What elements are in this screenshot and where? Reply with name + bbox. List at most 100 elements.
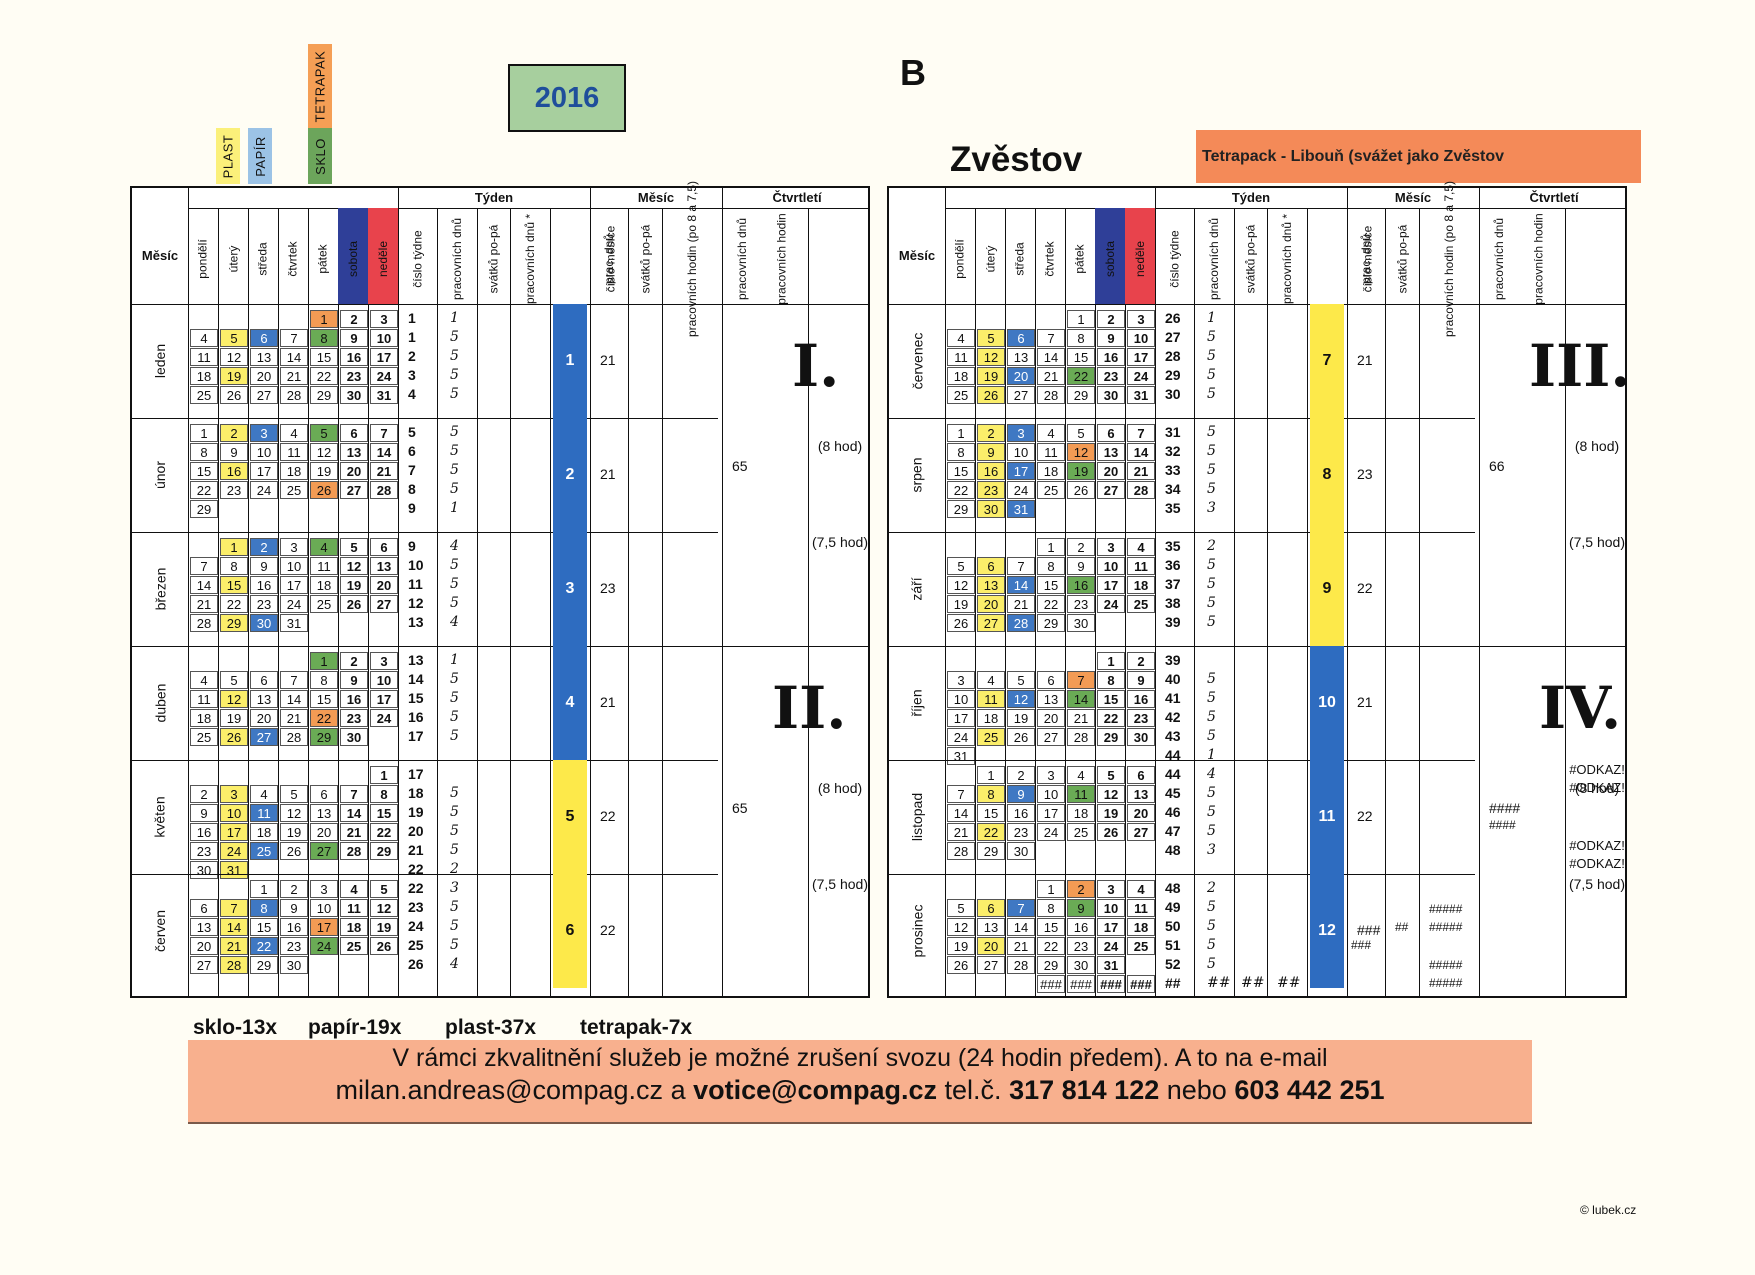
week-number: 18: [408, 785, 424, 801]
day-cell: 16: [977, 462, 1005, 480]
day-cell: 14: [1067, 690, 1095, 708]
month-workdays: 21: [1357, 352, 1373, 368]
day-cell: 6: [310, 785, 338, 803]
day-cell: 17: [947, 709, 975, 727]
header-week-label: číslo týdne: [410, 230, 425, 288]
day-cell: 19: [370, 918, 398, 936]
day-cell: 14: [190, 576, 218, 594]
day-cell: 16: [1097, 348, 1125, 366]
day-cell: 7: [947, 785, 975, 803]
day-cell: 13: [250, 348, 278, 366]
day-cell: 28: [280, 386, 308, 404]
week-workdays: 5: [1207, 348, 1216, 364]
header-day-label: úterý: [226, 245, 240, 273]
day-cell: 10: [947, 690, 975, 708]
month-name: duben: [132, 646, 188, 760]
week-workdays: 5: [450, 424, 459, 440]
day-cell: 20: [340, 462, 368, 480]
month-name-label: červenec: [909, 332, 925, 390]
day-cell: 19: [220, 709, 248, 727]
day-cell: 26: [220, 728, 248, 746]
day-cell: 9: [1007, 785, 1035, 803]
day-cell: 2: [340, 652, 368, 670]
week-workdays: 4: [450, 538, 459, 554]
day-cell: 14: [220, 918, 248, 936]
month-number: 5: [553, 760, 587, 874]
day-cell: 20: [1097, 462, 1125, 480]
grid-vline: [338, 208, 339, 996]
header-day-label: středa: [1013, 242, 1028, 276]
count-plast: plast-37x: [445, 1016, 537, 1039]
day-cell: 13: [977, 918, 1005, 936]
day-cell: 16: [1007, 804, 1035, 822]
month-name-label: březen: [152, 567, 168, 611]
day-cell: 19: [947, 595, 975, 613]
quarter-odkaz-1: #ODKAZ!: [1569, 762, 1625, 777]
day-cell: 14: [280, 348, 308, 366]
week-number: 17: [408, 766, 424, 782]
week-workdays: 5: [450, 595, 459, 611]
dec-hours-2: #####: [1429, 920, 1463, 934]
week-number: 15: [408, 690, 424, 706]
week-workdays: 5: [1207, 462, 1216, 478]
grid-vline: [590, 188, 591, 996]
week-number: 33: [1165, 462, 1181, 478]
week-workdays: 5: [450, 785, 459, 801]
day-cell: 4: [250, 785, 278, 803]
day-cell: 30: [1127, 728, 1155, 746]
day-cell: 5: [1067, 424, 1095, 442]
day-cell: 30: [1067, 956, 1095, 974]
day-cell: 8: [1037, 899, 1065, 917]
day-cell: 10: [1037, 785, 1065, 803]
header-tyden: Týden: [1231, 190, 1271, 205]
day-cell: 14: [1127, 443, 1155, 461]
day-cell: 21: [1067, 709, 1095, 727]
day-cell: 8: [250, 899, 278, 917]
day-cell: 18: [310, 576, 338, 594]
day-cell: 22: [310, 367, 338, 385]
header-month-label: prac. dnů: [602, 233, 617, 285]
week-number: 45: [1165, 785, 1181, 801]
day-cell: 15: [310, 690, 338, 708]
email-link-2[interactable]: votice@compag.cz: [693, 1075, 938, 1105]
month-separator: [889, 646, 1625, 647]
week-number: 1: [408, 310, 416, 326]
header-week-col-1: pracovních dnů: [1194, 208, 1234, 304]
day-cell: 1: [1097, 652, 1125, 670]
email-link-1[interactable]: milan.andreas@compag.cz: [335, 1075, 664, 1105]
day-cell: 20: [1007, 367, 1035, 385]
day-cell: 18: [250, 823, 278, 841]
day-cell: 18: [190, 709, 218, 727]
day-cell: 24: [1127, 367, 1155, 385]
day-cell: 9: [280, 899, 308, 917]
day-cell: 15: [947, 462, 975, 480]
dec-hours-1: #####: [1429, 902, 1463, 916]
day-cell: 17: [310, 918, 338, 936]
day-cell: 29: [370, 842, 398, 860]
day-cell: 23: [220, 481, 248, 499]
week-workdays: 2: [1207, 538, 1216, 554]
day-cell: 4: [1127, 880, 1155, 898]
grid-vline: [945, 188, 946, 996]
day-cell: 23: [1067, 595, 1095, 613]
month-name-label: duben: [152, 683, 168, 723]
week-workdays: 5: [450, 348, 459, 364]
day-cell: 3: [280, 538, 308, 556]
week-number: 26: [1165, 310, 1181, 326]
month-workdays: 22: [600, 808, 616, 824]
day-cell: 4: [190, 671, 218, 689]
week-workdays: 5: [450, 367, 459, 383]
week-workdays: 5: [1207, 595, 1216, 611]
day-cell: 28: [1007, 614, 1035, 632]
week-number: 52: [1165, 956, 1181, 972]
day-cell: 19: [947, 937, 975, 955]
header-week-label: pracovních dnů: [450, 217, 464, 301]
day-cell: 6: [977, 899, 1005, 917]
day-cell: 8: [370, 785, 398, 803]
header-week-label: číslo týdne: [1167, 230, 1182, 288]
day-cell: 18: [947, 367, 975, 385]
week-number: 14: [408, 671, 424, 687]
footer-notice: V rámci zkvalitnění služeb je možné zruš…: [188, 1040, 1532, 1124]
day-cell: 2: [1097, 310, 1125, 328]
day-cell: 10: [370, 671, 398, 689]
